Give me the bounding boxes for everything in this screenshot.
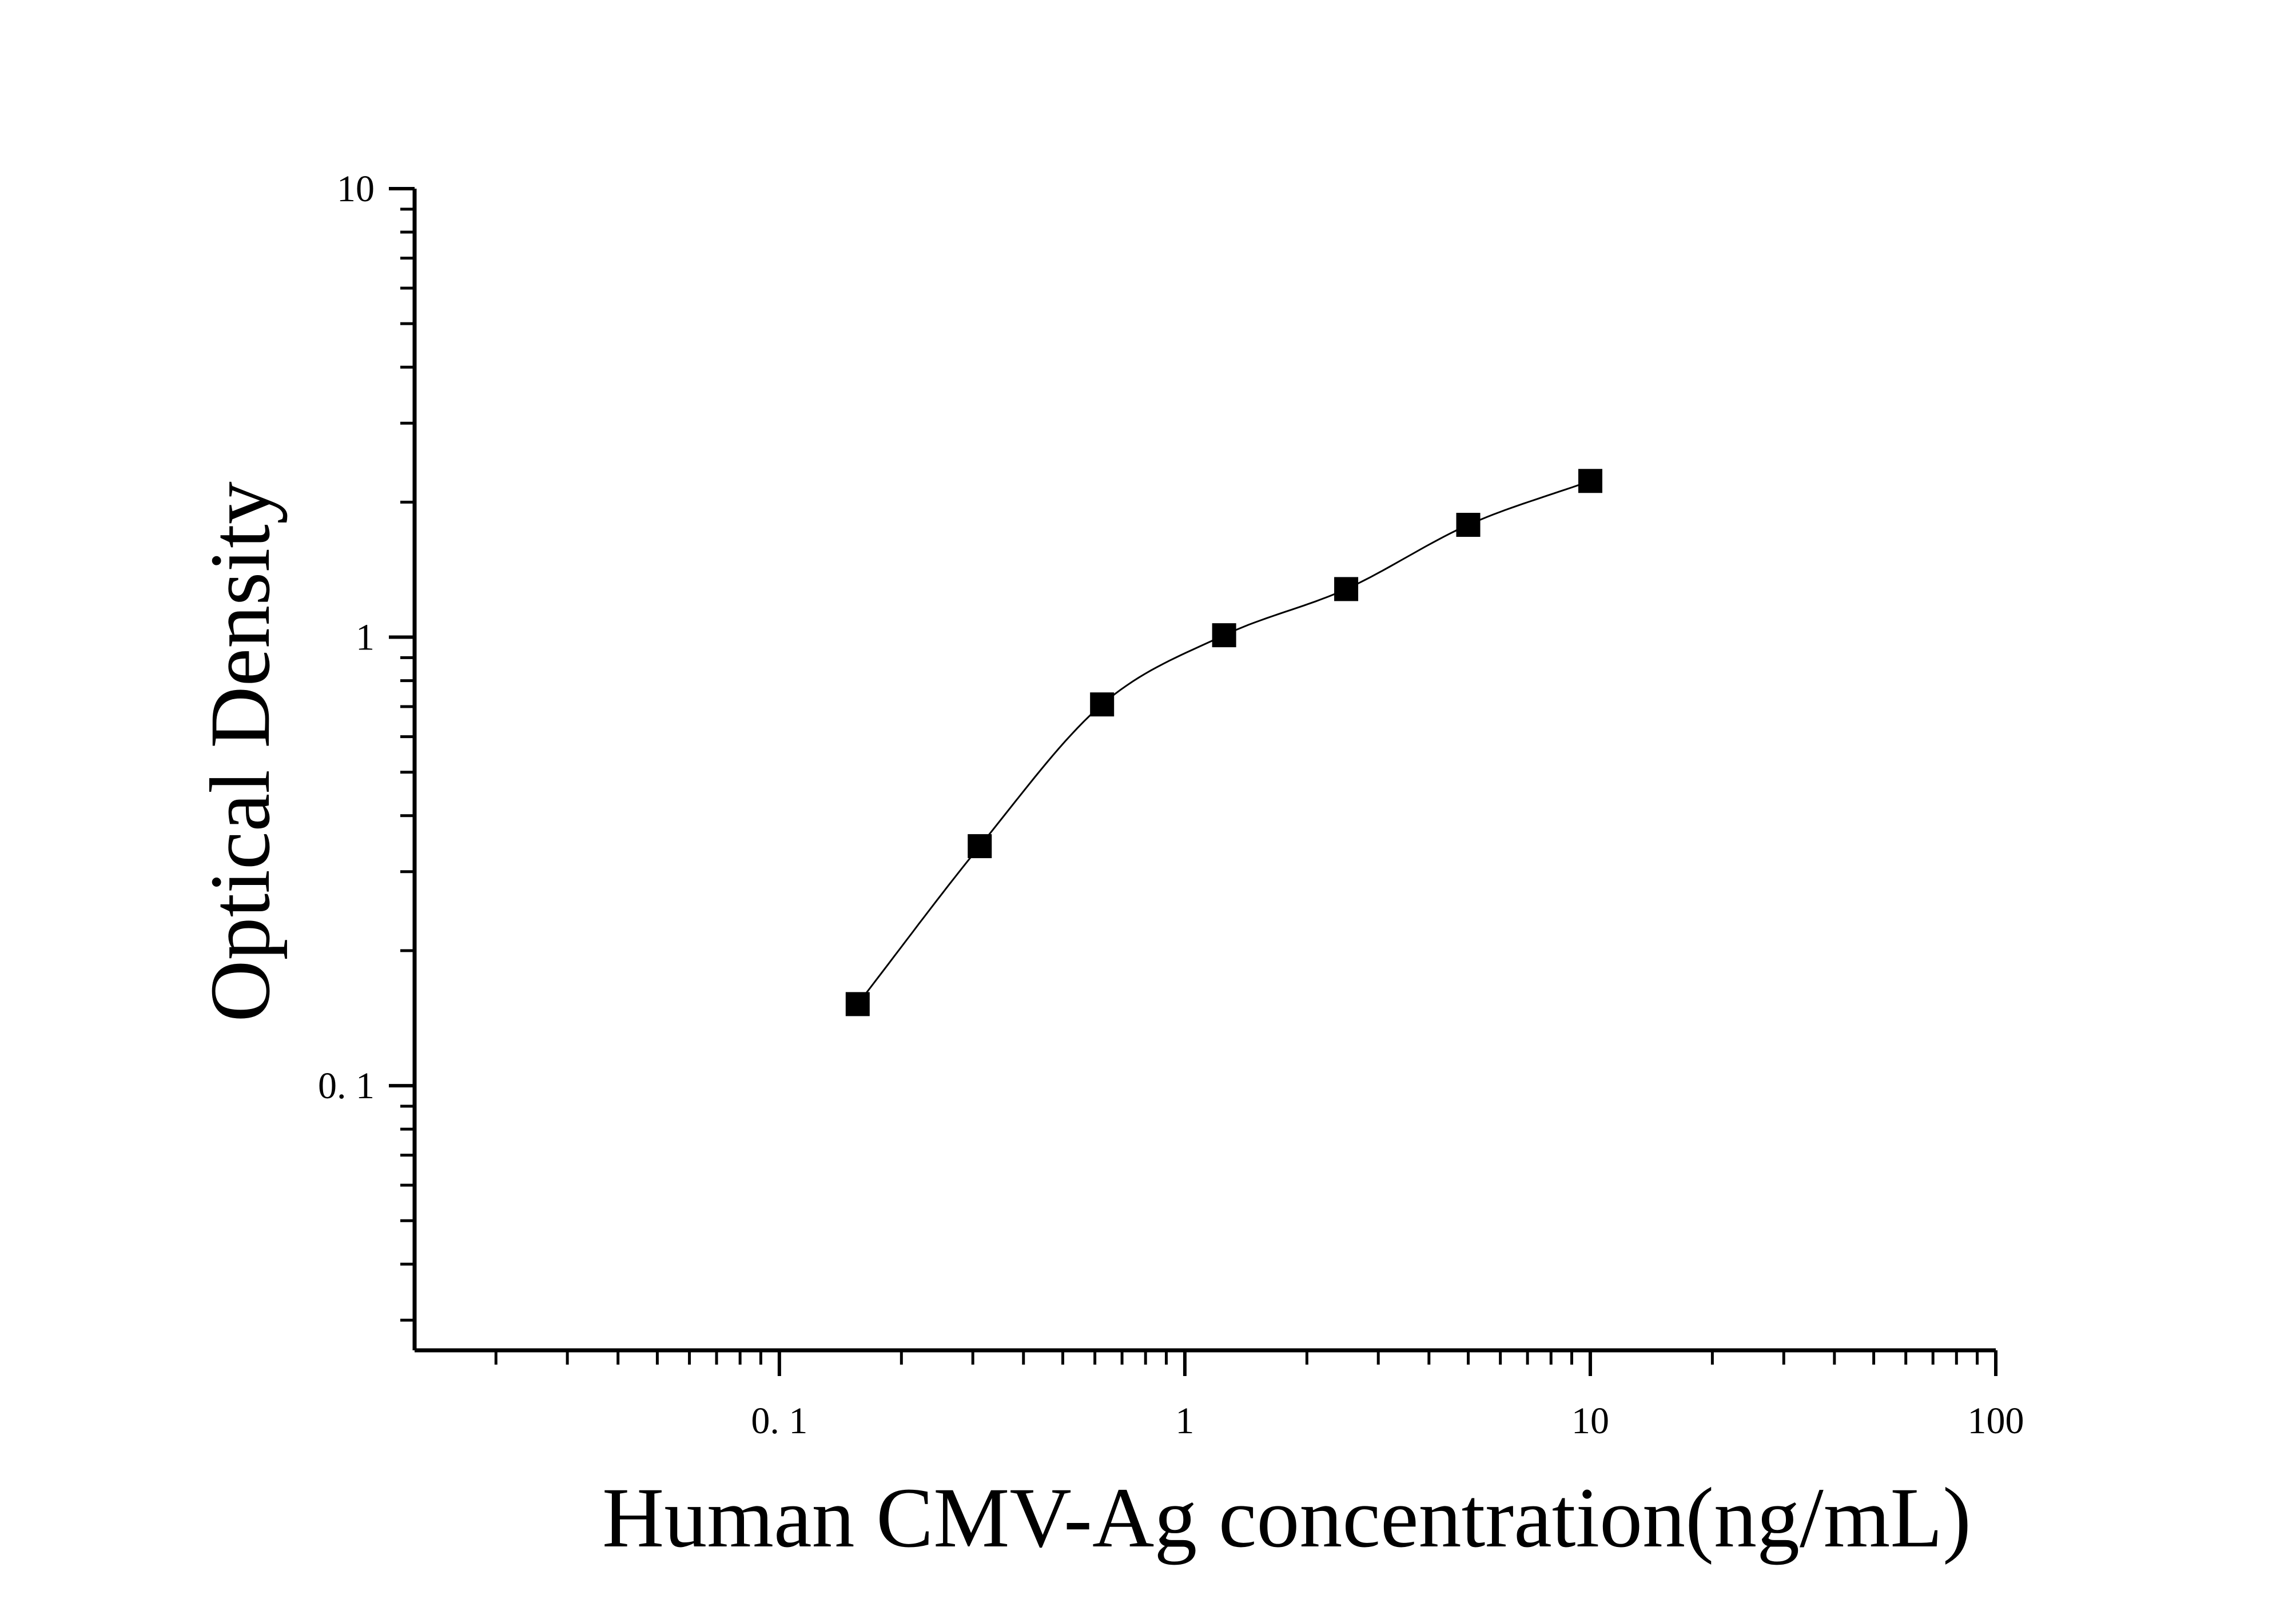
data-point <box>968 834 992 859</box>
y-tick-label: 1 <box>356 617 375 659</box>
x-axis-title: Human CMV-Ag concentration(ng/mL) <box>602 1470 1971 1565</box>
data-point <box>1456 513 1481 537</box>
data-point <box>1090 692 1115 717</box>
data-points <box>845 469 1602 1016</box>
labels: Human CMV-Ag concentration(ng/mL) Optica… <box>193 481 1971 1565</box>
axes <box>412 189 1996 1353</box>
y-axis-title: Optical Density <box>193 481 288 1022</box>
x-tick-label: 10 <box>1571 1400 1609 1442</box>
data-point <box>1578 469 1602 493</box>
x-tick-label: 0. 1 <box>751 1400 807 1442</box>
x-tick-label: 1 <box>1175 1400 1194 1442</box>
fit-curve-layer <box>857 480 1591 1005</box>
y-tick-label: 0. 1 <box>318 1065 375 1107</box>
fit-curve <box>857 480 1591 1005</box>
x-tick-label: 100 <box>1968 1400 2024 1442</box>
data-point <box>1334 577 1359 601</box>
y-tick-label: 10 <box>337 168 375 210</box>
ticks: 0. 1 1 10 100 0. 1 1 10 <box>318 168 2024 1442</box>
data-point <box>1212 623 1236 648</box>
data-point <box>845 992 870 1016</box>
